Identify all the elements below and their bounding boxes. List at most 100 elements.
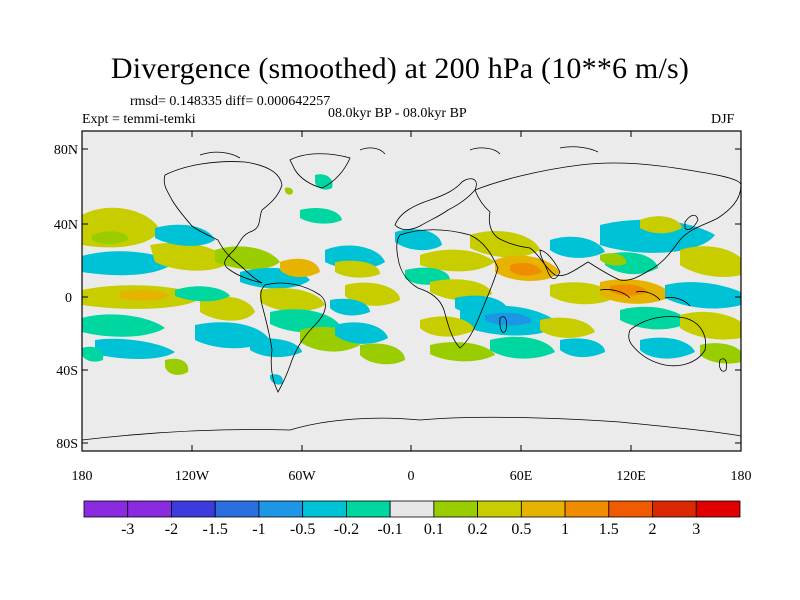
field-positive bbox=[470, 230, 540, 258]
field-positive bbox=[420, 249, 495, 272]
colorbar-box bbox=[564, 500, 610, 518]
colorbar-box bbox=[258, 500, 304, 518]
field-negative bbox=[300, 208, 342, 224]
colorbar-label: -0.1 bbox=[377, 521, 402, 538]
coastline-antarctica bbox=[82, 416, 741, 441]
coastline-japan bbox=[684, 214, 699, 230]
field-negative bbox=[82, 314, 165, 337]
coastline-new-zealand bbox=[719, 358, 728, 372]
stats-text: rmsd= 0.148335 diff= 0.000642257 bbox=[130, 94, 331, 109]
field-positive bbox=[540, 317, 595, 338]
lon-label: 180 bbox=[731, 469, 752, 484]
field-positive bbox=[260, 287, 325, 312]
field-positive bbox=[510, 262, 542, 276]
lon-label: 180 bbox=[72, 469, 93, 484]
colorbar-label: 0.2 bbox=[468, 521, 488, 538]
colorbar-label: 3 bbox=[692, 521, 700, 538]
lon-labels: 180 120W 60W 0 60E 120E 180 bbox=[72, 469, 752, 484]
field-positive bbox=[600, 253, 627, 266]
field-negative bbox=[250, 338, 302, 358]
coastline-greenland bbox=[289, 153, 351, 189]
colorbar-box bbox=[214, 500, 260, 518]
field-positive bbox=[610, 284, 648, 296]
field-negative bbox=[395, 229, 442, 251]
colorbar-label: 2 bbox=[649, 521, 657, 538]
lat-ticks bbox=[82, 148, 741, 444]
period-text: 08.0kyr BP - 08.0kyr BP bbox=[328, 106, 467, 121]
colorbar-box bbox=[302, 500, 347, 518]
field-negative bbox=[270, 374, 283, 385]
colorbar-box bbox=[652, 500, 697, 518]
field-negative bbox=[335, 322, 388, 344]
field-positive bbox=[280, 258, 320, 278]
field-negative bbox=[175, 286, 230, 302]
field-positive bbox=[680, 246, 741, 277]
field-negative bbox=[640, 337, 695, 359]
field-negative bbox=[665, 282, 741, 309]
field-positive bbox=[550, 282, 615, 305]
colorbar-label: 1 bbox=[561, 521, 569, 538]
coastline-india bbox=[539, 249, 561, 280]
field-positive bbox=[640, 216, 682, 234]
coastline-australia bbox=[628, 316, 707, 367]
colorbar-box bbox=[83, 500, 129, 518]
lon-label: 120E bbox=[616, 469, 646, 484]
colorbar-box bbox=[433, 500, 478, 518]
field-negative bbox=[560, 338, 605, 358]
field-negative bbox=[485, 312, 532, 326]
field-positive bbox=[420, 316, 475, 337]
lon-label: 0 bbox=[408, 469, 415, 484]
colorbar-box bbox=[127, 500, 172, 518]
colorbar-labels: -3 -2 -1.5 -1 -0.5 -0.2 -0.1 0.1 0.2 0.5… bbox=[121, 521, 700, 538]
lon-ticks bbox=[81, 131, 742, 451]
field-positive bbox=[680, 311, 741, 340]
field-negative bbox=[155, 224, 215, 246]
colorbar-label: 0.1 bbox=[424, 521, 444, 538]
colorbar-box bbox=[171, 500, 216, 518]
field-positive bbox=[120, 289, 170, 301]
field-negative bbox=[315, 174, 333, 190]
lon-label: 60W bbox=[288, 469, 316, 484]
field-positive bbox=[345, 282, 400, 306]
season-text: DJF bbox=[711, 112, 735, 127]
colorbar bbox=[83, 500, 741, 518]
field-positive bbox=[284, 187, 293, 195]
lat-label: 0 bbox=[65, 291, 72, 306]
coastline-arctic bbox=[199, 146, 599, 159]
lat-label: 40S bbox=[56, 364, 78, 379]
lat-label: 40N bbox=[54, 218, 78, 233]
field-positive bbox=[430, 342, 495, 362]
coastline-north-america bbox=[163, 161, 283, 284]
coastlines bbox=[82, 146, 741, 441]
lon-label: 60E bbox=[510, 469, 533, 484]
field-positive bbox=[92, 231, 129, 245]
lon-label: 120W bbox=[175, 469, 210, 484]
coastline-madagascar bbox=[499, 316, 508, 333]
coastline-africa bbox=[396, 229, 499, 349]
experiment-text: Expt = temmi-temki bbox=[82, 112, 196, 127]
colorbar-label: -3 bbox=[121, 521, 134, 538]
coastline-asia bbox=[474, 162, 741, 281]
lat-label: 80N bbox=[54, 143, 78, 158]
colorbar-label: -0.5 bbox=[290, 521, 315, 538]
coastline-maritime bbox=[599, 289, 691, 307]
field-positive bbox=[700, 343, 741, 364]
colorbar-label: -1 bbox=[252, 521, 265, 538]
field-positive bbox=[200, 296, 255, 321]
field-positive bbox=[430, 279, 492, 301]
field-positive bbox=[150, 242, 230, 271]
field-negative bbox=[95, 338, 175, 359]
colorbar-box bbox=[608, 500, 653, 518]
colorbar-label: -1.5 bbox=[203, 521, 228, 538]
field-negative bbox=[330, 298, 370, 316]
field-negative bbox=[490, 336, 555, 359]
divergence-field bbox=[82, 174, 741, 385]
field-negative bbox=[600, 219, 715, 253]
field-negative bbox=[82, 251, 175, 276]
colorbar-box bbox=[695, 500, 741, 518]
field-negative bbox=[550, 236, 605, 258]
field-positive bbox=[335, 260, 380, 278]
field-positive bbox=[165, 358, 189, 375]
lat-labels: 80N 40N 0 40S 80S bbox=[54, 143, 78, 452]
